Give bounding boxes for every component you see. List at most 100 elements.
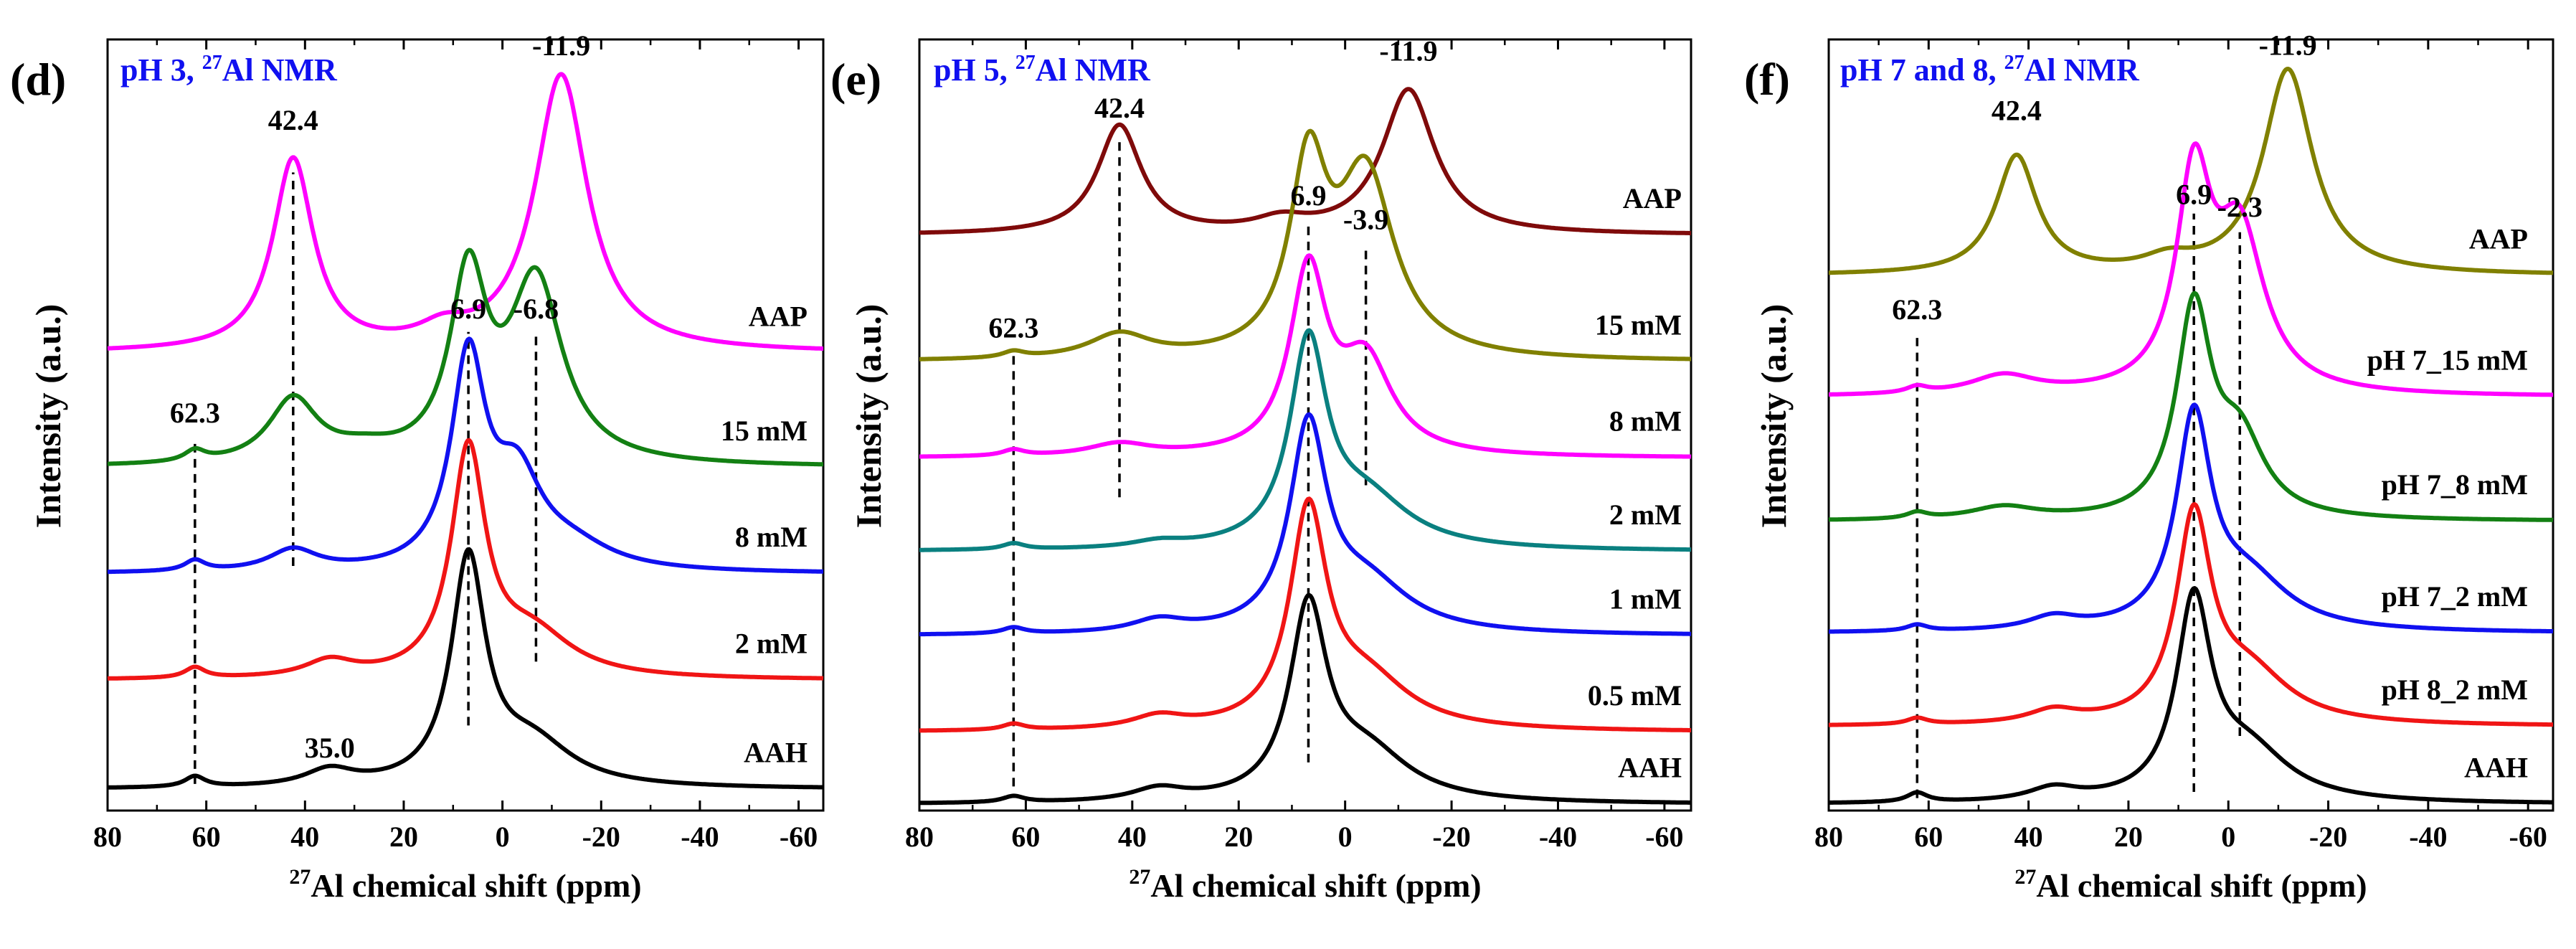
spectrum-line-4 [918,412,1692,637]
series-label: 1 mM [1609,582,1682,615]
spectrum-line-3 [1827,402,2554,634]
spectrum-line-2 [918,253,1692,459]
spectrum-line-1 [918,128,1692,362]
x-tick-label: -20 [2309,821,2347,853]
series-label: pH 7_8 mM [2382,468,2528,501]
x-tick-label: -40 [681,821,719,853]
spectrum-line-5 [1827,586,2554,805]
peak-label: 62.3 [170,397,220,429]
series-label: 8 mM [735,521,808,553]
spectrum-line-2 [106,336,825,575]
series-label: 2 mM [1609,499,1682,531]
panel-title-superscript: 27 [202,52,222,74]
panel-label: (d) [10,54,66,105]
x-axis-label: 27Al chemical shift (ppm) [2014,865,2367,904]
x-tick-label: -40 [2409,821,2447,853]
panel-label: (e) [830,54,881,105]
x-tick-label: 40 [1118,821,1147,853]
spectrum-line-6 [918,592,1692,806]
spectrum-line-4 [106,547,825,790]
x-tick-label: 80 [1814,821,1843,853]
x-axis-label-superscript: 27 [2014,865,2036,889]
x-tick-label: 80 [905,821,934,853]
x-tick-label: 40 [290,821,319,853]
panel-label: (f) [1744,54,1790,105]
peak-label: 6.9 [2176,179,2212,211]
peak-label: 42.4 [1094,92,1145,124]
peak-label: 6.9 [450,293,486,325]
panel-title: pH 5, 27Al NMR [934,52,1151,88]
peak-label: -11.9 [1379,34,1437,67]
x-tick-label: -20 [1432,821,1470,853]
spectrum-line-2 [1827,291,2554,522]
peak-label: 42.4 [268,104,318,136]
series-label: pH 8_2 mM [2382,674,2528,706]
panel-title-text: pH 7 and 8, [1840,52,2004,88]
x-axis-label-text: Al chemical shift (ppm) [2036,867,2367,904]
panel-title-tail: Al NMR [222,52,338,88]
series-label: 0.5 mM [1588,679,1682,712]
panel-title-text: pH 3, [120,52,202,88]
x-tick-label: 20 [389,821,418,853]
y-axis-label: Intensity (a.u.) [28,304,68,529]
x-tick-label: 60 [1011,821,1040,853]
x-axis-label: 27Al chemical shift (ppm) [289,865,641,904]
spectrum-line-3 [918,328,1692,552]
spectrum-line-0 [106,72,825,351]
y-axis-label: Intensity (a.u.) [848,304,889,529]
series-label: pH 7_15 mM [2367,344,2528,376]
panel-title: pH 7 and 8, 27Al NMR [1840,52,2140,88]
spectrum-line-5 [918,496,1692,733]
peak-label: -6.8 [513,293,559,325]
series-label: AAH [1618,752,1682,784]
x-tick-label: 0 [496,821,510,853]
panel-title: pH 3, 27Al NMR [120,52,338,88]
spectrum-line-1 [106,247,825,467]
peak-label: -3.9 [1343,204,1388,236]
x-tick-label: 20 [2114,821,2143,853]
peak-label: -11.9 [532,29,590,62]
series-label: AAP [749,300,808,332]
x-axis-label-text: Al chemical shift (ppm) [1150,867,1481,904]
series-label: AAP [2469,222,2528,255]
series-label: pH 7_2 mM [2382,580,2528,613]
spectrum-line-1 [1827,141,2554,397]
spectrum-line-0 [1827,67,2554,275]
x-tick-label: -20 [582,821,620,853]
series-label: 2 mM [735,627,808,659]
series-label: AAH [744,736,808,768]
x-axis-label-superscript: 27 [1129,865,1150,889]
x-tick-label: 40 [2014,821,2043,853]
peak-label: 62.3 [1892,293,1942,326]
x-tick-label: 0 [1338,821,1353,853]
axes-frame [1827,38,2554,812]
x-tick-label: -40 [1539,821,1577,853]
peak-label: 35.0 [305,732,355,764]
series-label: AAH [2464,751,2528,783]
peak-label: 42.4 [1992,95,2042,127]
x-axis-label-text: Al chemical shift (ppm) [311,867,641,904]
panel-title-superscript: 27 [1015,52,1036,74]
panel-title-superscript: 27 [2004,52,2025,74]
y-axis-label: Intensity (a.u.) [1753,304,1794,529]
spectrum-line-0 [918,87,1692,235]
x-tick-label: 80 [93,821,122,853]
panel-title-text: pH 5, [934,52,1015,88]
series-label: AAP [1623,182,1682,214]
x-tick-label: 0 [2221,821,2235,853]
peak-label: -2.3 [2217,191,2263,223]
peak-label: 62.3 [988,312,1038,344]
x-axis-label: 27Al chemical shift (ppm) [1129,865,1481,904]
x-tick-label: -60 [1645,821,1683,853]
x-tick-label: -60 [780,821,818,853]
panel-title-tail: Al NMR [2025,52,2140,88]
axes-frame [918,38,1692,812]
series-label: 15 mM [1595,308,1682,341]
peak-label: -11.9 [2259,29,2317,62]
x-tick-label: 20 [1224,821,1253,853]
x-axis-label-superscript: 27 [289,865,311,889]
